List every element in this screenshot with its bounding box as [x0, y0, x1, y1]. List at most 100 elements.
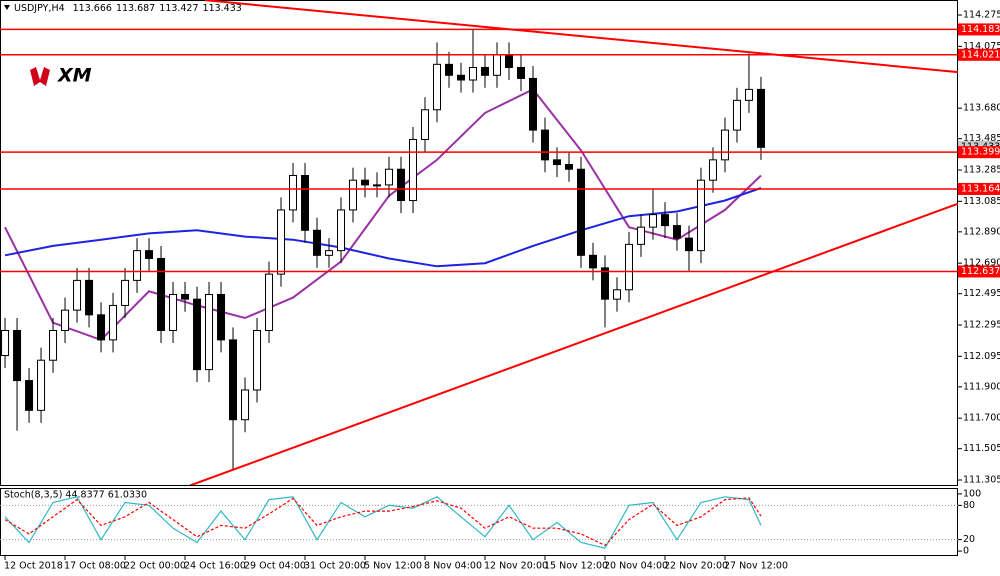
y-tick-label: 111.305	[963, 474, 1000, 485]
candle-body	[349, 179, 358, 211]
y-tick-label: 112.495	[963, 288, 1000, 299]
candle-body	[313, 229, 322, 256]
candle-body	[504, 54, 513, 68]
y-tick-label: 114.275	[963, 10, 1000, 21]
x-tick-label: 24 Oct 16:00	[184, 561, 246, 572]
candle-body	[25, 380, 34, 411]
x-tick-label: 29 Oct 04:00	[244, 561, 306, 572]
candle-body	[277, 209, 286, 275]
level-label-box	[958, 48, 1000, 61]
y-tick-label: 111.700	[963, 413, 1000, 424]
stoch-y-tick-label: 20	[963, 534, 975, 545]
level-label-box	[958, 265, 1000, 278]
stoch-line	[4, 496, 762, 549]
candle-body	[121, 279, 130, 306]
candle-body	[145, 250, 154, 259]
candle-body	[157, 257, 166, 331]
candle-body	[469, 66, 478, 81]
x-tick-label: 31 Oct 20:00	[304, 561, 366, 572]
candle-body	[385, 168, 394, 186]
candle-body	[421, 109, 430, 140]
candle-body	[756, 88, 765, 148]
main-plot	[1, 0, 958, 485]
moving-average	[4, 187, 762, 268]
candle-body	[181, 293, 190, 300]
candle-body	[193, 298, 202, 371]
candle-body	[492, 54, 501, 76]
candle-body	[133, 250, 142, 281]
quote-value: 113.687	[116, 3, 155, 14]
candle-body	[85, 279, 94, 316]
y-tick-label: 113.680	[963, 103, 1000, 114]
candle-body	[480, 66, 489, 76]
candle-body	[169, 293, 178, 331]
candle-body	[337, 209, 346, 252]
candle-body	[97, 314, 106, 341]
candle-body	[325, 250, 334, 256]
level-label: 113.164	[961, 183, 1000, 194]
x-tick-label: 22 Nov 20:00	[664, 561, 728, 572]
stoch-plot	[0, 496, 958, 549]
candle-body	[600, 267, 609, 300]
candle-body	[744, 88, 753, 101]
candle-body	[1, 329, 10, 357]
candle-body	[301, 174, 310, 231]
candle-body	[636, 226, 645, 245]
candle-body	[516, 66, 525, 79]
candle-body	[528, 77, 537, 131]
level-label-box	[958, 182, 1000, 195]
candle-body	[373, 184, 382, 187]
logo-icon	[30, 67, 50, 86]
y-tick-label: 112.690	[963, 258, 1000, 269]
candle-body	[672, 225, 681, 239]
x-tick-label: 8 Nov 04:00	[424, 561, 482, 572]
candle-body	[612, 289, 621, 300]
candle-body	[205, 293, 214, 371]
y-tick-label: 111.505	[963, 443, 1000, 454]
candle-body	[564, 164, 573, 170]
candle-body	[552, 159, 561, 166]
x-tick-label: 27 Nov 12:00	[724, 561, 788, 572]
candle-body	[109, 304, 118, 341]
trendline	[189, 202, 958, 485]
candle-body	[624, 243, 633, 291]
level-label: 112.637	[961, 266, 1000, 277]
candle-body	[433, 63, 442, 111]
candle-body	[73, 279, 82, 311]
y-tick-label: 112.295	[963, 320, 1000, 331]
candle-body	[588, 254, 597, 269]
level-label: 114.021	[961, 49, 1000, 60]
candle-body	[576, 168, 585, 256]
level-label-box	[958, 23, 1000, 36]
x-tick-label: 22 Oct 00:00	[124, 561, 186, 572]
main-frame	[0, 0, 958, 486]
x-tick-label: 12 Nov 20:00	[484, 561, 548, 572]
x-tick-label: 5 Nov 12:00	[364, 561, 422, 572]
stoch-y-tick-label: 100	[963, 488, 981, 499]
quote-value: 113.433	[203, 3, 242, 14]
level-label-box	[958, 146, 1000, 159]
stoch-frame	[0, 488, 958, 556]
candle-body	[648, 214, 657, 228]
candle-body	[684, 237, 693, 252]
y-tick-label: 113.485	[963, 133, 1000, 144]
candle-body	[13, 329, 22, 382]
candle-body	[265, 273, 274, 331]
candle-body	[445, 63, 454, 76]
indicator-title: Stoch(8,3,5) 44.8377 61.0330	[4, 490, 147, 501]
candle-body	[457, 74, 466, 81]
quote-value: 113.427	[159, 3, 198, 14]
candle-body	[241, 389, 250, 421]
quote-value: 113.666	[73, 3, 112, 14]
x-tick-label: 20 Nov 04:00	[604, 561, 668, 572]
y-tick-label: 112.095	[963, 351, 1000, 362]
y-tick-label: 111.900	[963, 381, 1000, 392]
candle-body	[540, 129, 549, 161]
candle-body	[660, 214, 669, 227]
stoch-line	[4, 497, 762, 547]
menu-triangle[interactable]	[4, 5, 10, 10]
stoch-y-tick-label: 0	[963, 546, 969, 557]
x-tick-label: 17 Oct 08:00	[64, 561, 126, 572]
